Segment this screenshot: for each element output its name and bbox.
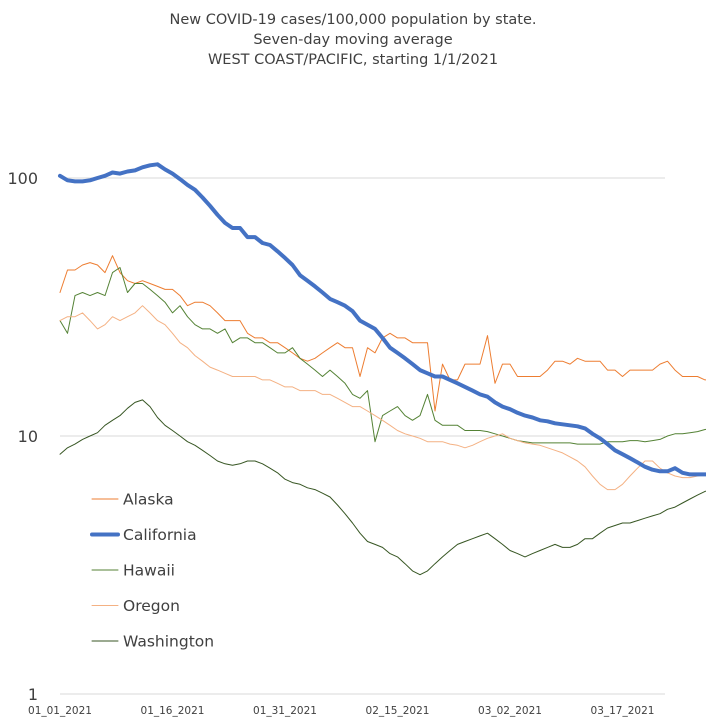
legend-label-hawaii: Hawaii: [123, 562, 175, 580]
series-line-california: [58, 162, 706, 477]
series-line-alaska: [59, 255, 706, 412]
series-line-hawaii: [59, 267, 706, 445]
gridlines: [60, 177, 665, 695]
chart-title: New COVID-19 cases/100,000 population by…: [0, 10, 706, 70]
series-lines: [58, 162, 706, 576]
x-tick-label: 02_15_2021: [366, 705, 430, 717]
y-tick-label: 100: [7, 169, 38, 188]
chart-title-line-2: Seven-day moving average: [253, 32, 453, 48]
x-tick-label: 01_01_2021: [28, 705, 92, 717]
chart-title-line-3: WEST COAST/PACIFIC, starting 1/1/2021: [207, 52, 499, 68]
legend-label-alaska: Alaska: [123, 491, 174, 509]
legend-label-oregon: Oregon: [123, 597, 180, 615]
x-tick-label: 03_17_2021: [591, 705, 655, 717]
x-tick-label: 03_02_2021: [478, 705, 542, 717]
y-tick-label: 1: [28, 685, 38, 704]
legend-label-washington: Washington: [123, 633, 214, 651]
x-axis-tick-labels: 01_01_2021 01_16_2021 01_31_2021 02_15_2021…: [28, 705, 654, 717]
x-tick-label: 01_16_2021: [141, 705, 205, 717]
y-tick-label: 10: [18, 427, 38, 446]
series-line-washington: [59, 399, 706, 576]
legend: Alaska California Hawaii Oregon Washington: [90, 491, 214, 651]
y-axis-tick-labels: 1 10 100: [7, 169, 38, 704]
legend-label-california: California: [123, 526, 197, 544]
x-tick-label: 01_31_2021: [253, 705, 317, 717]
chart-title-line-1: New COVID-19 cases/100,000 population by…: [169, 12, 537, 28]
series-line-oregon: [59, 305, 706, 491]
